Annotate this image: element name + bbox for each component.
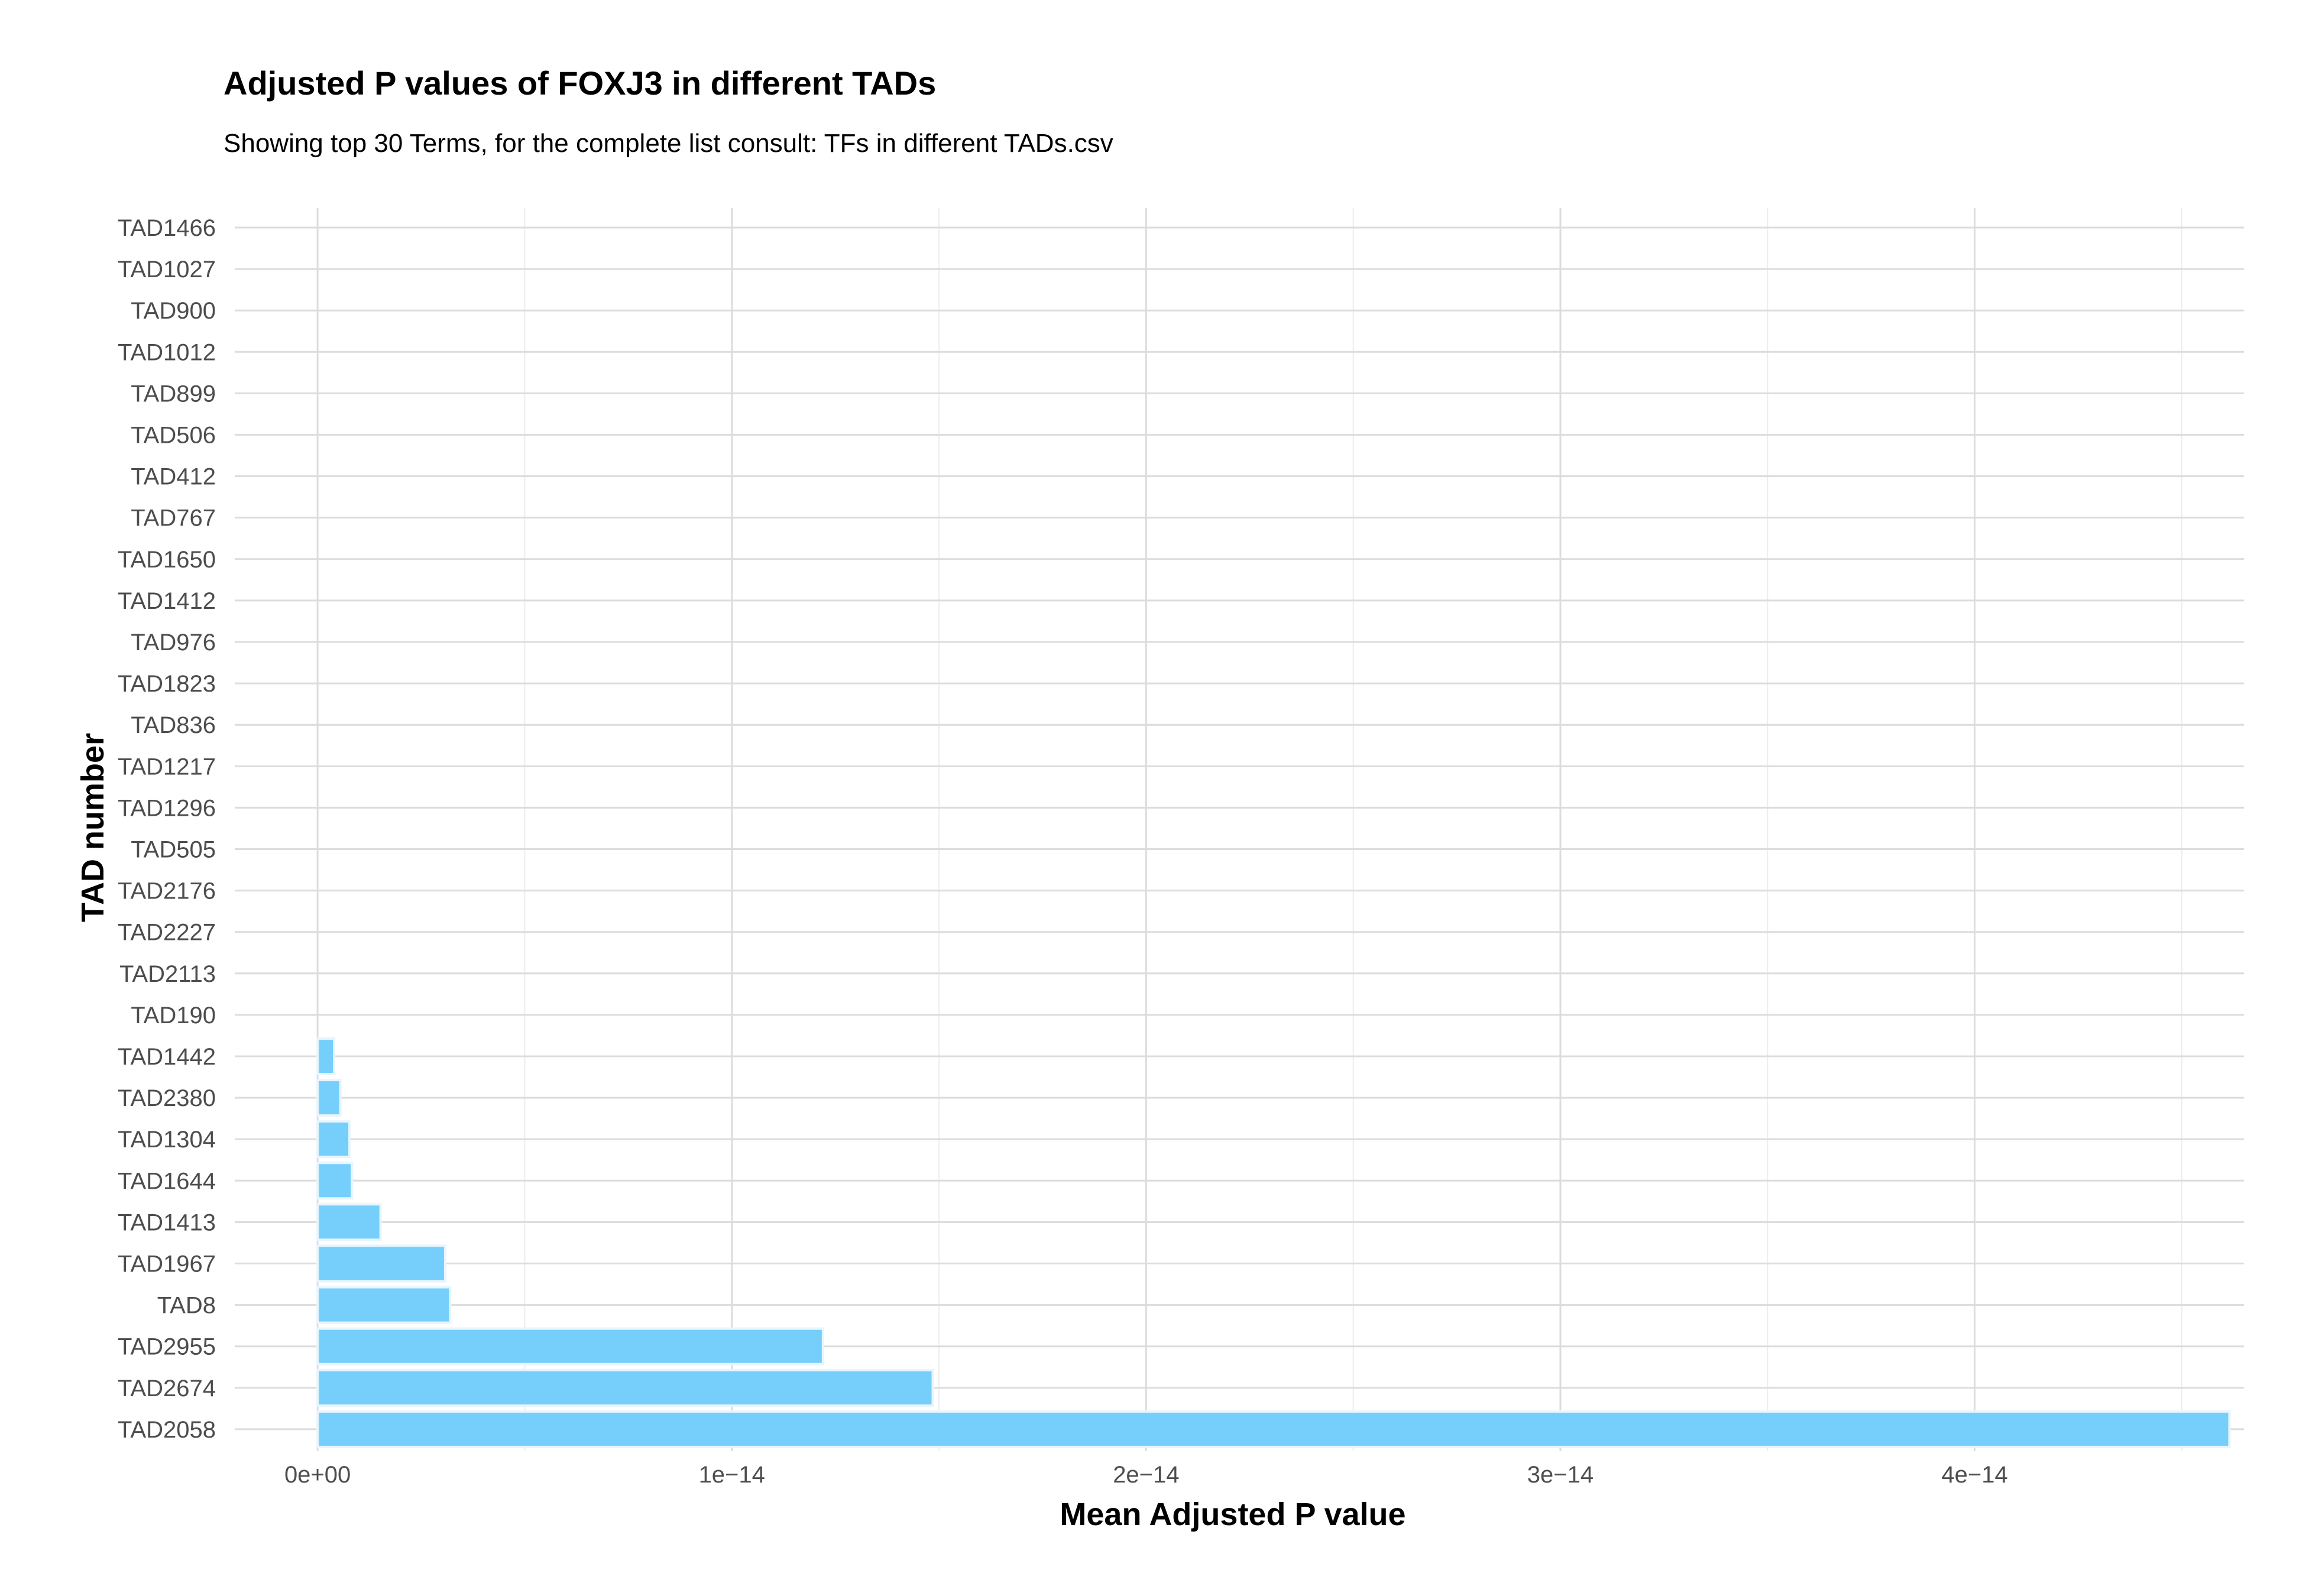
- x-tick-label: 4e−14: [1941, 1462, 2007, 1488]
- y-tick-label: TAD2674: [118, 1376, 216, 1402]
- bar-tad1413: [316, 1203, 382, 1241]
- bar-tad8: [316, 1286, 452, 1324]
- y-tick-label: TAD2380: [118, 1085, 216, 1111]
- x-tick-label: 0e+00: [284, 1462, 351, 1488]
- y-axis-title: TAD number: [75, 733, 111, 922]
- bar-tad2955: [316, 1327, 824, 1365]
- x-tick-label: 1e−14: [699, 1462, 765, 1488]
- y-tick-label: TAD1413: [118, 1209, 216, 1235]
- y-tick-labels: TAD1466 TAD1027 TAD900 TAD1012 TAD899 TAD506 T…: [118, 215, 216, 1443]
- bar-tad1644: [316, 1162, 354, 1200]
- y-tick-label: TAD1217: [118, 754, 216, 780]
- chart-subtitle: Showing top 30 Terms, for the complete l…: [224, 129, 1113, 158]
- bar-tad2058: [316, 1410, 2231, 1448]
- y-tick-label: TAD836: [131, 712, 216, 738]
- y-tick-label: TAD1442: [118, 1044, 216, 1070]
- x-tick-label: 2e−14: [1113, 1462, 1179, 1488]
- bar-tad2380: [316, 1079, 342, 1117]
- y-tick-label: TAD899: [131, 381, 216, 407]
- y-tick-label: TAD1412: [118, 588, 216, 614]
- bar-tad1967: [316, 1244, 446, 1283]
- y-tick-label: TAD505: [131, 837, 216, 863]
- x-tick-label: 3e−14: [1527, 1462, 1594, 1488]
- bar-tad2674: [316, 1368, 934, 1407]
- y-tick-label: TAD8: [157, 1293, 216, 1319]
- bar-tad1304: [316, 1120, 351, 1159]
- y-tick-label: TAD900: [131, 298, 216, 324]
- y-tick-label: TAD2176: [118, 878, 216, 904]
- x-axis-title: Mean Adjusted P value: [1060, 1497, 1405, 1532]
- y-tick-label: TAD1304: [118, 1127, 216, 1153]
- y-tick-label: TAD2227: [118, 920, 216, 946]
- y-tick-label: TAD1823: [118, 671, 216, 697]
- y-tick-label: TAD1644: [118, 1168, 216, 1194]
- y-tick-label: TAD1296: [118, 795, 216, 821]
- y-tick-label: TAD1012: [118, 339, 216, 365]
- y-tick-label: TAD506: [131, 423, 216, 449]
- y-tick-label: TAD2113: [119, 961, 216, 987]
- y-tick-label: TAD1967: [118, 1251, 216, 1277]
- grid-lines: [235, 208, 2244, 1451]
- chart-title: Adjusted P values of FOXJ3 in different …: [224, 64, 937, 102]
- bars: [316, 1037, 2231, 1448]
- y-tick-label: TAD412: [131, 464, 216, 490]
- y-tick-label: TAD1466: [118, 215, 216, 241]
- x-tick-labels: 0e+00 1e−14 2e−14 3e−14 4e−14: [284, 1462, 2008, 1488]
- y-tick-label: TAD2955: [118, 1334, 216, 1360]
- y-tick-label: TAD2058: [118, 1417, 216, 1443]
- y-tick-label: TAD767: [131, 505, 216, 531]
- bar-tad1442: [316, 1037, 336, 1075]
- y-tick-label: TAD190: [131, 1003, 216, 1029]
- y-tick-label: TAD1027: [118, 257, 216, 283]
- y-tick-label: TAD1650: [118, 547, 216, 573]
- y-tick-label: TAD976: [131, 630, 216, 656]
